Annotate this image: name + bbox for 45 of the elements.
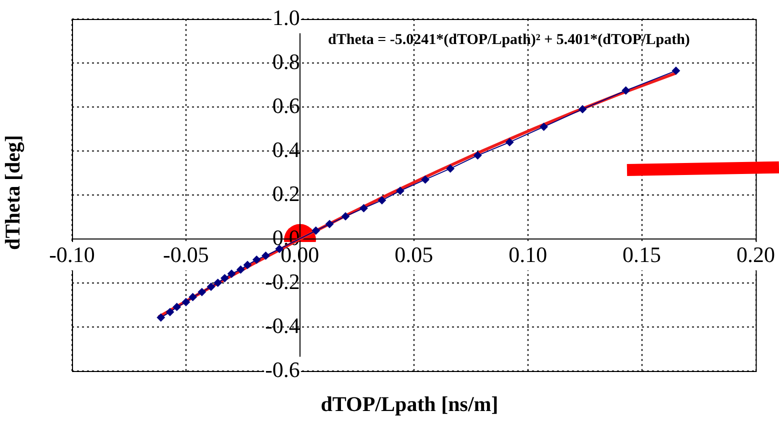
point <box>172 302 181 311</box>
point <box>506 138 514 146</box>
point <box>214 278 222 287</box>
point <box>672 66 680 75</box>
point <box>342 212 350 220</box>
y-tick-label: 0.2 <box>272 180 300 206</box>
x-tick-label: 0.15 <box>622 242 662 267</box>
x-tick-label: 0.10 <box>508 242 548 267</box>
y-tick-label: 0.6 <box>272 92 300 118</box>
y-tick-label: -0.2 <box>265 268 300 294</box>
point <box>236 266 245 274</box>
point <box>156 314 165 322</box>
point <box>252 256 261 264</box>
annotation: dTheta = -5.0241*(dTOP/Lpath)² + 5.401*(dTOP/Lpath) <box>328 32 690 49</box>
point <box>243 260 252 269</box>
y-tick-label: 1.0 <box>272 4 300 30</box>
x-axis-title: dTOP/Lpath [ns/m] <box>320 392 500 417</box>
point <box>228 270 236 278</box>
point <box>360 204 368 212</box>
point <box>207 282 216 291</box>
point <box>188 293 197 302</box>
point <box>326 220 334 228</box>
point <box>166 308 174 316</box>
point <box>182 298 190 306</box>
point <box>220 274 229 282</box>
x-tick-label: 0.05 <box>394 242 434 267</box>
point <box>378 196 386 204</box>
y-tick-label: 0.4 <box>272 136 300 162</box>
x-tick-label: -0.05 <box>163 242 209 267</box>
y-tick-label: 0.8 <box>272 48 300 74</box>
point <box>578 105 587 114</box>
point <box>262 252 270 260</box>
point <box>446 164 454 173</box>
point <box>622 86 630 94</box>
point <box>396 186 404 195</box>
y-tick-label: -0.6 <box>265 356 300 382</box>
y-tick-label: -0.4 <box>265 312 300 338</box>
point <box>198 288 206 296</box>
x-tick-label: 0.20 <box>736 242 775 267</box>
x-tick-label: -0.10 <box>49 242 95 267</box>
point <box>421 176 430 184</box>
point <box>474 151 482 160</box>
point <box>312 226 320 235</box>
point <box>540 122 548 131</box>
y-axis-title: dTheta [deg] <box>0 134 26 252</box>
